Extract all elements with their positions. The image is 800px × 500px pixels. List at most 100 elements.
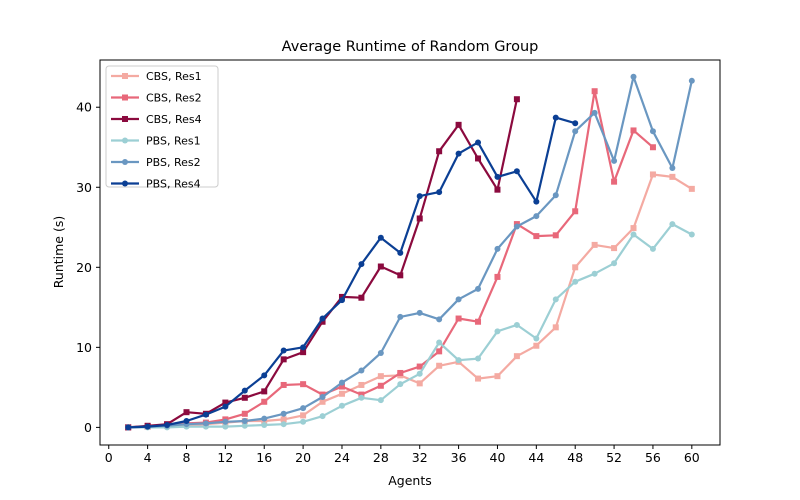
data-point	[533, 342, 540, 349]
y-tick-label: 40	[76, 100, 92, 115]
data-point	[669, 173, 676, 180]
data-point	[241, 417, 248, 424]
data-point	[455, 121, 462, 128]
data-point	[397, 249, 404, 256]
data-point	[475, 285, 482, 292]
x-tick-label: 20	[295, 450, 311, 465]
data-point	[416, 370, 423, 377]
data-point	[416, 380, 423, 387]
data-point	[377, 382, 384, 389]
data-point	[397, 272, 404, 279]
data-point	[280, 421, 287, 428]
data-point	[261, 421, 268, 428]
data-point	[572, 278, 579, 285]
x-tick-label: 48	[567, 450, 583, 465]
data-point	[572, 120, 579, 127]
data-point	[300, 412, 307, 419]
x-tick-label: 28	[373, 450, 389, 465]
data-point	[241, 422, 248, 429]
data-point	[630, 127, 637, 134]
axes-frame	[99, 59, 721, 446]
data-point	[475, 355, 482, 362]
data-point	[319, 398, 326, 405]
data-point	[494, 186, 501, 193]
series-1	[125, 171, 695, 431]
legend: CBS, Res1 CBS, Res2 CBS, Res4 PBS, Res1 PBS,…	[105, 65, 219, 191]
data-point	[300, 344, 307, 351]
y-tick-label: 30	[76, 180, 92, 195]
data-point	[475, 375, 482, 382]
legend-label: PBS, Res4	[146, 178, 201, 191]
data-point	[280, 381, 287, 388]
legend-marker	[122, 73, 128, 79]
data-point	[338, 297, 345, 304]
data-point	[513, 321, 520, 328]
x-tick-label: 0	[105, 450, 113, 465]
data-point	[416, 309, 423, 316]
data-point	[222, 403, 229, 410]
data-point	[494, 173, 501, 180]
data-point	[202, 420, 209, 427]
data-point	[513, 168, 520, 175]
series-4	[125, 221, 695, 431]
data-point	[280, 416, 287, 423]
data-point	[300, 381, 307, 388]
data-point	[611, 178, 618, 185]
legend-marker	[122, 137, 128, 144]
data-point	[280, 410, 287, 417]
series-line	[128, 223, 693, 429]
x-tick-label: 36	[451, 450, 467, 465]
legend-box	[105, 65, 219, 188]
data-point	[183, 409, 190, 416]
data-point	[611, 245, 618, 252]
data-point	[261, 398, 268, 405]
data-point	[397, 313, 404, 320]
x-tick-label: 16	[256, 450, 272, 465]
data-point	[669, 165, 676, 172]
data-point	[319, 318, 326, 325]
data-point	[377, 397, 384, 404]
data-point	[611, 157, 618, 164]
x-tick-label: 60	[684, 450, 700, 465]
data-point	[416, 193, 423, 200]
legend-item: PBS, Res2	[111, 156, 201, 169]
y-tick-label: 20	[76, 260, 92, 275]
data-point	[300, 405, 307, 412]
data-point	[358, 367, 365, 374]
data-point	[338, 402, 345, 409]
data-point	[300, 349, 307, 356]
data-point	[591, 88, 598, 95]
x-tick-label: 52	[606, 450, 622, 465]
legend-label: PBS, Res1	[146, 135, 201, 148]
legend-marker	[122, 116, 128, 122]
data-point	[591, 241, 598, 248]
data-point	[222, 399, 229, 406]
data-point	[377, 373, 384, 380]
plot-area	[125, 73, 695, 431]
y-axis-label: Runtime (s)	[51, 216, 66, 288]
x-tick-label: 24	[334, 450, 350, 465]
data-point	[533, 213, 540, 220]
data-point	[222, 418, 229, 425]
data-point	[436, 348, 443, 355]
y-tick-label: 10	[76, 340, 92, 355]
x-tick-label: 32	[412, 450, 428, 465]
legend-item: CBS, Res1	[111, 70, 202, 83]
series-line	[128, 90, 654, 429]
data-point	[436, 316, 443, 323]
data-point	[261, 372, 268, 379]
legend-item: CBS, Res4	[111, 113, 202, 126]
data-point	[688, 77, 695, 84]
legend-marker	[122, 180, 128, 187]
legend-label: CBS, Res1	[146, 70, 202, 83]
data-point	[261, 415, 268, 422]
data-point	[513, 96, 520, 103]
legend-marker	[122, 159, 128, 165]
data-point	[669, 221, 676, 228]
data-point	[319, 393, 326, 400]
data-point	[455, 296, 462, 303]
data-point	[572, 264, 579, 271]
data-point	[494, 273, 501, 280]
data-point	[591, 109, 598, 116]
legend-item: CBS, Res2	[111, 92, 202, 105]
